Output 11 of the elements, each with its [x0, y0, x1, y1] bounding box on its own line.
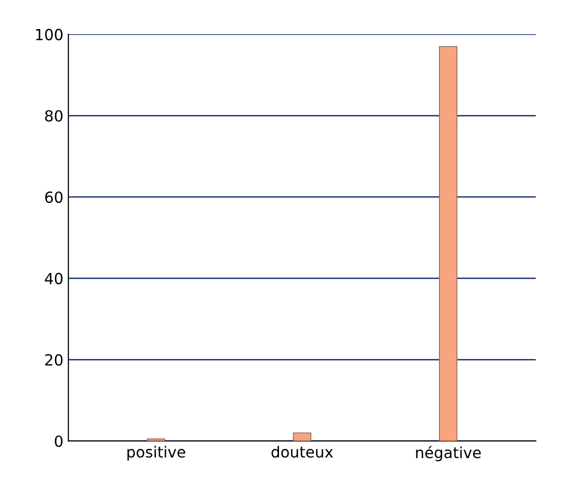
y-tick-label: 40 — [44, 272, 63, 284]
x-tick-label: douteux — [272, 446, 334, 458]
x-tick-label: négative — [416, 446, 481, 462]
bar — [292, 432, 312, 441]
x-tick-label: positive — [127, 446, 186, 461]
y-tick-label: 20 — [45, 354, 63, 366]
y-tick-label: 60 — [45, 191, 63, 203]
y-tick-label: 100 — [36, 28, 63, 40]
bar — [438, 46, 458, 441]
y-tick-label: 0 — [54, 435, 63, 448]
y-tick-label: 80 — [45, 110, 63, 122]
